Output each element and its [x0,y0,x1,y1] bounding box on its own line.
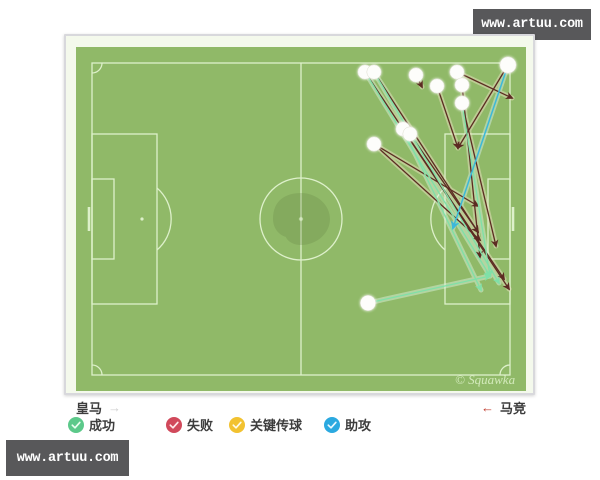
svg-text:© Squawka: © Squawka [455,372,516,387]
